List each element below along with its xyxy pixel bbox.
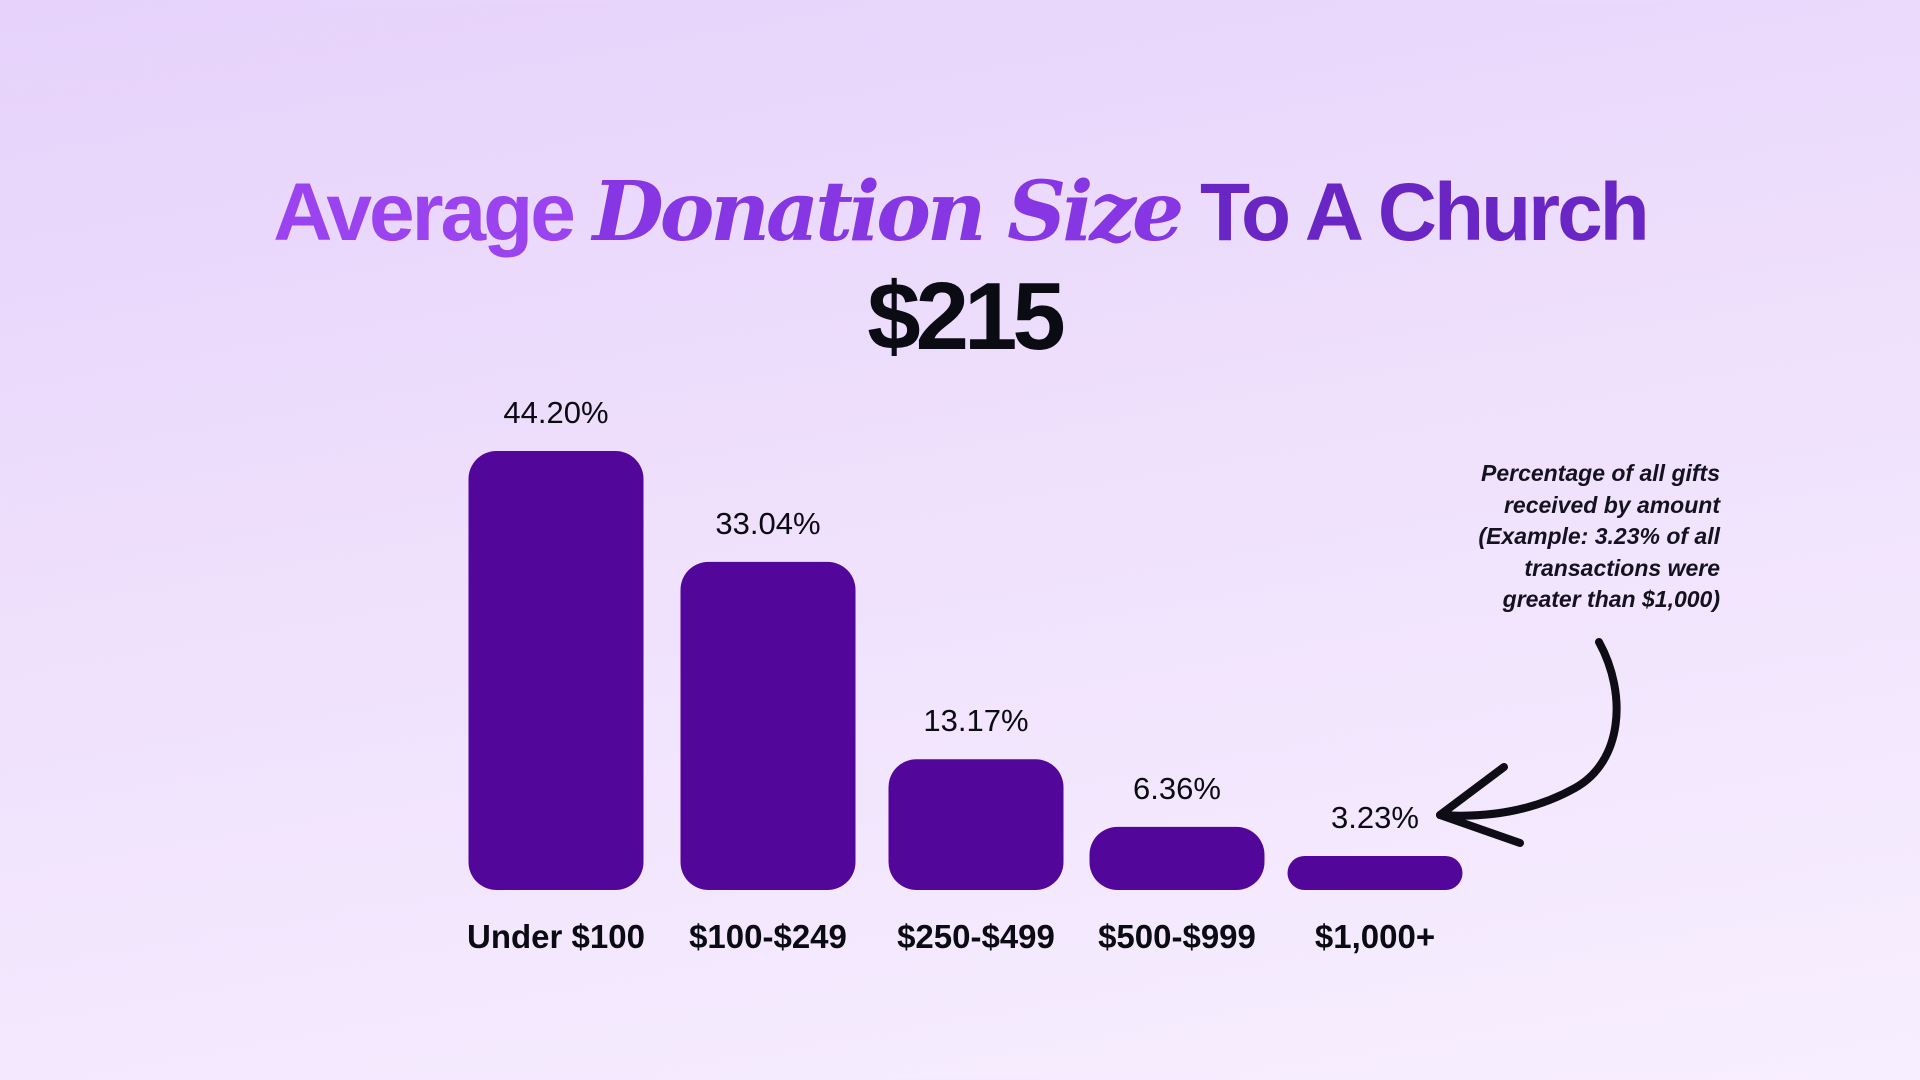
bar-value-label: 3.23% — [1331, 800, 1419, 835]
bar-3 — [888, 759, 1064, 890]
title-part-donation-size: Donation Size — [592, 164, 1185, 260]
category-label: $100-$249 — [689, 918, 847, 955]
bar-1 — [468, 451, 644, 890]
average-donation-value: $215 — [867, 263, 1066, 370]
bar-5 — [1287, 856, 1463, 890]
title-part-to-a-church: To A Church — [1199, 167, 1650, 258]
annotation-line: Percentage of all gifts — [1480, 460, 1720, 486]
category-label: $1,000+ — [1315, 918, 1435, 955]
category-label: $250-$499 — [897, 918, 1055, 955]
chart-annotation: Percentage of all gifts received by amou… — [1380, 458, 1720, 616]
bar-value-label: 6.36% — [1133, 771, 1221, 806]
bar-2 — [680, 561, 856, 890]
bar-value-label: 33.04% — [715, 506, 820, 541]
annotation-line: (Example: 3.23% of all — [1478, 523, 1720, 549]
bar-value-label: 44.20% — [503, 395, 608, 430]
bar-value-label: 13.17% — [923, 703, 1028, 738]
category-label: $500-$999 — [1098, 918, 1256, 955]
annotation-line: transactions were — [1524, 554, 1720, 581]
bar-4 — [1089, 826, 1265, 890]
category-label: Under $100 — [467, 918, 645, 955]
annotation-line: received by amount — [1503, 491, 1720, 518]
title-part-average: Average — [273, 167, 576, 258]
chart-title: Average Donation Size To A Church — [0, 162, 1920, 263]
annotation-line: greater than $1,000) — [1502, 586, 1720, 612]
